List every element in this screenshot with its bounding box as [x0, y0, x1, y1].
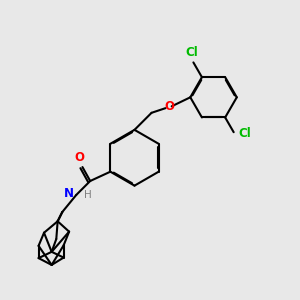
Text: O: O [164, 100, 174, 113]
Text: Cl: Cl [185, 46, 198, 59]
Text: O: O [74, 151, 84, 164]
Text: H: H [84, 190, 92, 200]
Text: N: N [64, 187, 74, 200]
Text: Cl: Cl [238, 127, 251, 140]
